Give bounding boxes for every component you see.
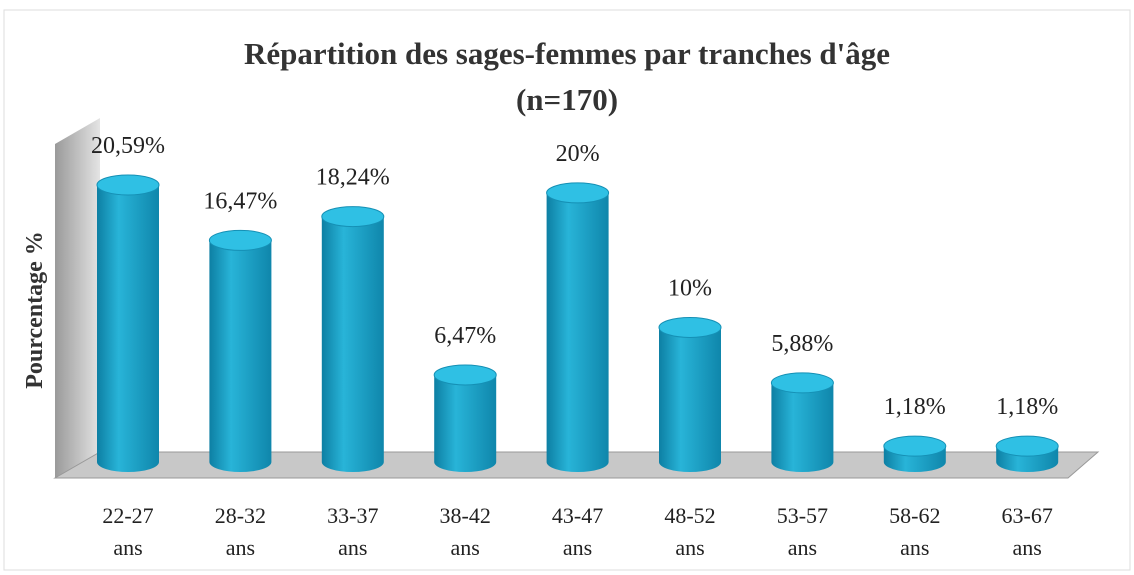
- value-label: 16,47%: [203, 188, 277, 214]
- x-tick-label: 58-62 ans: [889, 503, 941, 560]
- bar: [546, 192, 609, 472]
- value-label: 1,18%: [884, 394, 946, 420]
- value-label: 1,18%: [996, 394, 1058, 420]
- x-tick-label: 53-57 ans: [776, 503, 829, 560]
- x-tick-label: 43-47 ans: [551, 503, 604, 560]
- value-label: 18,24%: [316, 165, 390, 191]
- bar-top: [546, 182, 610, 204]
- bar-top: [321, 206, 385, 228]
- x-tick-label: 33-37 ans: [327, 503, 379, 560]
- value-label: 20%: [556, 141, 600, 167]
- x-tick-label: 22-27 ans: [102, 503, 154, 560]
- x-tick-label: 63-67 ans: [1001, 503, 1053, 560]
- bar: [97, 184, 159, 472]
- bar: [321, 216, 384, 472]
- bar: [659, 327, 721, 472]
- bar: [771, 382, 834, 472]
- chart-title: Répartition des sages-femmes par tranche…: [243, 36, 891, 71]
- frame: [3, 9, 1131, 571]
- bar-top: [96, 174, 160, 196]
- bar-top: [770, 372, 834, 394]
- value-label: 10%: [668, 275, 712, 301]
- value-label: 20,59%: [91, 133, 165, 159]
- side-wall: [55, 118, 100, 478]
- bar-top: [208, 229, 272, 251]
- y-axis-label: Pourcentage %: [22, 231, 48, 389]
- bar-top: [995, 435, 1059, 457]
- x-tick-label: 48-52 ans: [664, 503, 716, 560]
- bar: [434, 374, 497, 472]
- chart-subtitle: (n=170): [515, 82, 619, 117]
- bar: [883, 446, 946, 472]
- bar: [996, 446, 1059, 472]
- value-label: 5,88%: [771, 331, 833, 357]
- x-tick-label: 28-32 ans: [214, 503, 267, 560]
- bar-top: [658, 316, 722, 338]
- x-tick-label: 38-42 ans: [439, 503, 491, 560]
- bar-top: [433, 364, 497, 386]
- value-label: 6,47%: [434, 323, 496, 349]
- bar: [209, 240, 272, 472]
- bar-top: [883, 435, 947, 457]
